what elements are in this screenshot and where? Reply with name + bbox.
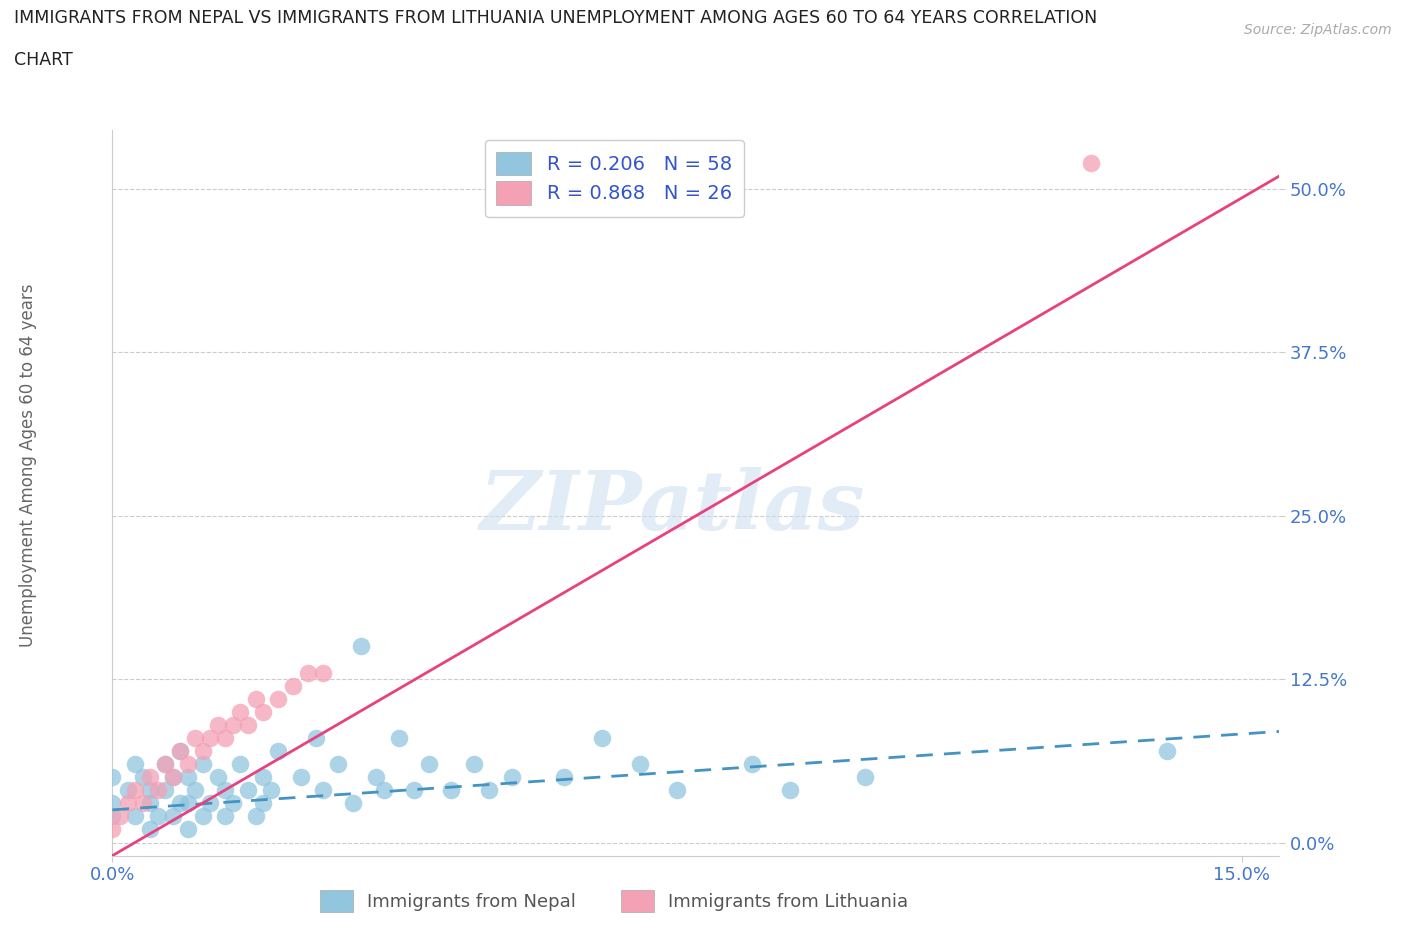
Point: [124, 783, 146, 798]
Legend: Immigrants from Nepal, Immigrants from Lithuania: Immigrants from Nepal, Immigrants from L…: [314, 883, 915, 919]
Point: [387, 731, 409, 746]
Point: [779, 783, 801, 798]
Point: [101, 770, 124, 785]
Point: [267, 744, 290, 759]
Point: [666, 783, 689, 798]
Point: [101, 796, 124, 811]
Point: [139, 770, 162, 785]
Point: [108, 809, 131, 824]
Point: [200, 796, 222, 811]
Point: [741, 757, 763, 772]
Point: [290, 770, 312, 785]
Point: [373, 783, 395, 798]
Point: [628, 757, 651, 772]
Point: [342, 796, 364, 811]
Point: [146, 783, 169, 798]
Text: ZIPatlas: ZIPatlas: [479, 468, 865, 548]
Point: [283, 678, 305, 693]
Point: [1080, 155, 1102, 170]
Point: [267, 691, 290, 706]
Point: [229, 757, 252, 772]
Point: [131, 796, 153, 811]
Point: [853, 770, 876, 785]
Point: [146, 809, 169, 824]
Point: [1156, 744, 1178, 759]
Point: [245, 809, 267, 824]
Point: [478, 783, 501, 798]
Point: [591, 731, 613, 746]
Point: [124, 757, 146, 772]
Point: [252, 704, 274, 719]
Text: IMMIGRANTS FROM NEPAL VS IMMIGRANTS FROM LITHUANIA UNEMPLOYMENT AMONG AGES 60 TO: IMMIGRANTS FROM NEPAL VS IMMIGRANTS FROM…: [14, 9, 1097, 27]
Point: [214, 731, 236, 746]
Point: [131, 770, 153, 785]
Point: [191, 809, 214, 824]
Point: [236, 717, 259, 732]
Point: [245, 691, 267, 706]
Point: [214, 783, 236, 798]
Point: [177, 757, 200, 772]
Point: [184, 783, 207, 798]
Point: [139, 783, 162, 798]
Point: [191, 757, 214, 772]
Point: [153, 757, 176, 772]
Point: [553, 770, 575, 785]
Point: [153, 783, 176, 798]
Point: [177, 796, 200, 811]
Point: [312, 783, 335, 798]
Point: [162, 770, 184, 785]
Point: [139, 822, 162, 837]
Point: [162, 770, 184, 785]
Point: [328, 757, 350, 772]
Point: [117, 796, 139, 811]
Point: [297, 665, 319, 680]
Text: Unemployment Among Ages 60 to 64 years: Unemployment Among Ages 60 to 64 years: [20, 284, 37, 646]
Point: [117, 783, 139, 798]
Point: [169, 744, 191, 759]
Point: [305, 731, 328, 746]
Point: [440, 783, 463, 798]
Point: [169, 796, 191, 811]
Text: Source: ZipAtlas.com: Source: ZipAtlas.com: [1244, 23, 1392, 37]
Point: [350, 639, 373, 654]
Point: [229, 704, 252, 719]
Point: [124, 809, 146, 824]
Point: [236, 783, 259, 798]
Point: [162, 809, 184, 824]
Text: CHART: CHART: [14, 51, 73, 69]
Point: [402, 783, 425, 798]
Point: [312, 665, 335, 680]
Point: [153, 757, 176, 772]
Point: [184, 731, 207, 746]
Point: [259, 783, 281, 798]
Point: [222, 717, 245, 732]
Point: [463, 757, 485, 772]
Point: [200, 731, 222, 746]
Point: [101, 809, 124, 824]
Point: [191, 744, 214, 759]
Point: [222, 796, 245, 811]
Point: [207, 717, 229, 732]
Point: [364, 770, 387, 785]
Point: [418, 757, 440, 772]
Point: [101, 822, 124, 837]
Point: [177, 770, 200, 785]
Point: [501, 770, 523, 785]
Point: [169, 744, 191, 759]
Point: [139, 796, 162, 811]
Point: [252, 770, 274, 785]
Point: [207, 770, 229, 785]
Point: [252, 796, 274, 811]
Point: [214, 809, 236, 824]
Point: [177, 822, 200, 837]
